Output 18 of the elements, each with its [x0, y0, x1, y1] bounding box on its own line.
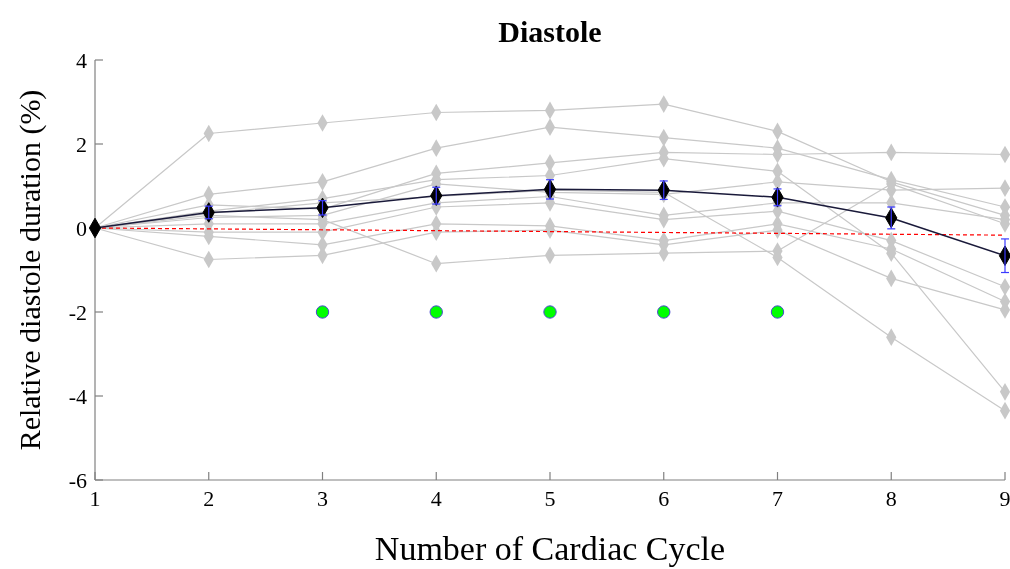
y-tick-label: -4 — [68, 383, 87, 409]
x-tick-label: 7 — [772, 486, 783, 511]
x-tick-label: 4 — [430, 486, 442, 511]
x-tick-label: 5 — [544, 486, 556, 511]
x-tick-label: 9 — [999, 486, 1010, 511]
y-tick-label: 2 — [76, 131, 87, 157]
y-tick-label: -2 — [68, 299, 87, 325]
y-tick-label: 0 — [76, 215, 87, 241]
x-tick-label: 6 — [658, 486, 670, 511]
y-axis-title: Relative diastole duration (%) — [13, 89, 47, 451]
chart-title: Diastole — [498, 15, 602, 48]
x-tick-label: 3 — [317, 486, 328, 511]
x-tick-label: 8 — [885, 486, 897, 511]
x-tick-label: 2 — [203, 486, 215, 511]
y-tick-label: -6 — [68, 467, 87, 493]
y-tick-label: 4 — [76, 47, 87, 73]
x-tick-label: 1 — [89, 486, 101, 511]
x-axis-title: Number of Cardiac Cycle — [374, 530, 726, 567]
